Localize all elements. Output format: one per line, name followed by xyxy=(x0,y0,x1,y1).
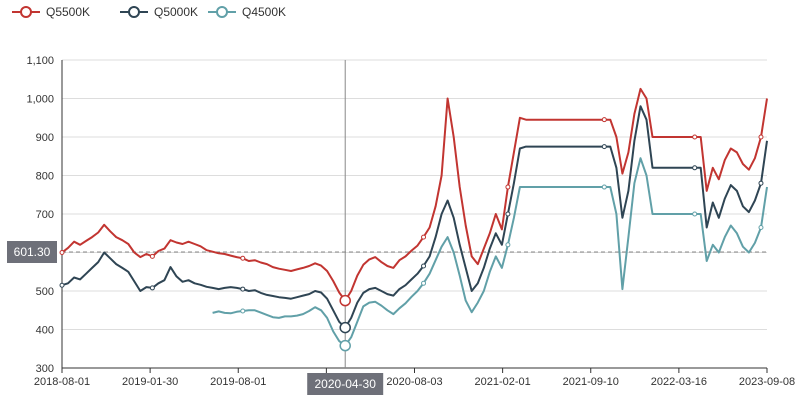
y-tick-label: 900 xyxy=(36,132,54,144)
data-point[interactable] xyxy=(758,180,764,186)
data-point[interactable] xyxy=(59,250,65,255)
data-point[interactable] xyxy=(692,134,698,140)
x-tick-label: 2019-08-01 xyxy=(210,376,266,388)
y-tick-label: 400 xyxy=(36,325,54,337)
series-line-q5500k[interactable] xyxy=(61,87,768,302)
data-point[interactable] xyxy=(59,282,65,288)
x-pointer-label-bg xyxy=(307,373,384,395)
data-point[interactable] xyxy=(505,242,511,248)
y-tick-label: 500 xyxy=(36,286,54,298)
data-point[interactable] xyxy=(149,285,155,291)
legend-label: Q5000K xyxy=(154,5,198,19)
legend-symbol xyxy=(20,6,32,18)
data-point[interactable] xyxy=(149,253,155,259)
y-tick-label: 700 xyxy=(36,209,54,221)
x-tick-label: 2021-09-10 xyxy=(563,376,619,388)
data-point[interactable] xyxy=(692,165,698,171)
legend-label: Q4500K xyxy=(242,5,286,19)
data-point[interactable] xyxy=(601,144,607,150)
legend[interactable]: Q5500K Q5000K Q4500K xyxy=(12,5,286,19)
y-tick-label: 1,100 xyxy=(26,55,54,67)
axis-pointer-labels: 601.30 2020-04-30 xyxy=(7,240,384,395)
y-pointer-label-bg xyxy=(7,240,57,263)
data-point[interactable] xyxy=(758,224,764,230)
data-point[interactable] xyxy=(421,263,427,269)
legend-symbol xyxy=(216,6,228,18)
x-tick-label: 2021-02-01 xyxy=(474,376,530,388)
data-point[interactable] xyxy=(601,184,607,190)
crosshair xyxy=(62,60,767,368)
hover-point[interactable] xyxy=(339,321,351,334)
data-point[interactable] xyxy=(421,280,427,286)
markers-group[interactable] xyxy=(59,117,764,352)
x-axis: 2018-08-012019-01-302019-08-012020-02020… xyxy=(34,367,795,388)
legend-symbol xyxy=(128,6,140,18)
series-line-q5000k[interactable] xyxy=(61,105,768,329)
data-point[interactable] xyxy=(240,308,246,314)
legend-item-q5500k[interactable]: Q5500K xyxy=(12,5,90,19)
legend-item-q5000k[interactable]: Q5000K xyxy=(120,5,198,19)
y-pointer-label: 601.30 xyxy=(14,245,51,259)
y-tick-label: 1,000 xyxy=(26,94,54,106)
hover-point[interactable] xyxy=(339,294,351,307)
data-point[interactable] xyxy=(758,134,764,140)
legend-label: Q5500K xyxy=(46,5,90,19)
data-point[interactable] xyxy=(601,117,607,123)
legend-item-q4500k[interactable]: Q4500K xyxy=(208,5,286,19)
x-tick-label: 2023-09-08 xyxy=(739,376,795,388)
data-point[interactable] xyxy=(692,211,698,217)
data-point[interactable] xyxy=(421,234,427,240)
x-tick-label: 2020-08-03 xyxy=(386,376,442,388)
data-point[interactable] xyxy=(240,286,246,292)
x-tick-label: 2019-01-30 xyxy=(122,376,178,388)
data-point[interactable] xyxy=(505,184,511,190)
series-line-q4500k[interactable] xyxy=(212,157,768,347)
y-tick-label: 300 xyxy=(36,363,54,375)
grid-lines xyxy=(62,59,767,330)
y-tick-label: 800 xyxy=(36,171,54,183)
x-pointer-label: 2020-04-30 xyxy=(315,377,377,391)
x-tick-label: 2022-03-16 xyxy=(651,376,707,388)
x-tick-label: 2018-08-01 xyxy=(34,376,90,388)
series-group[interactable] xyxy=(61,87,768,347)
data-point[interactable] xyxy=(240,255,246,261)
data-point[interactable] xyxy=(505,211,511,217)
hover-point[interactable] xyxy=(339,339,351,352)
